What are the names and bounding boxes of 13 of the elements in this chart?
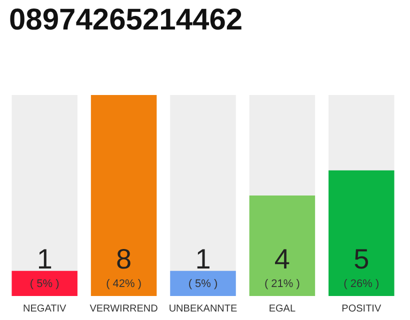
x-tick-label: EGAL: [268, 304, 296, 314]
bar: [12, 270, 78, 296]
data-label: 1 ( 5% ): [30, 244, 60, 290]
data-label: 1 ( 5% ): [188, 244, 218, 290]
x-tick-label: VERWIRREND: [90, 304, 158, 314]
data-label: 8 ( 42% ): [106, 244, 142, 290]
chart-title: 08974265214462: [9, 4, 243, 36]
data-label: 5 ( 26% ): [344, 244, 380, 290]
data-label: 4 ( 21% ): [264, 244, 300, 290]
x-tick-label: NEGATIV: [23, 304, 67, 314]
bar: [170, 270, 236, 296]
x-tick-label: UNBEKANNTE: [168, 304, 238, 314]
x-tick-label: POSITIV: [342, 304, 382, 314]
